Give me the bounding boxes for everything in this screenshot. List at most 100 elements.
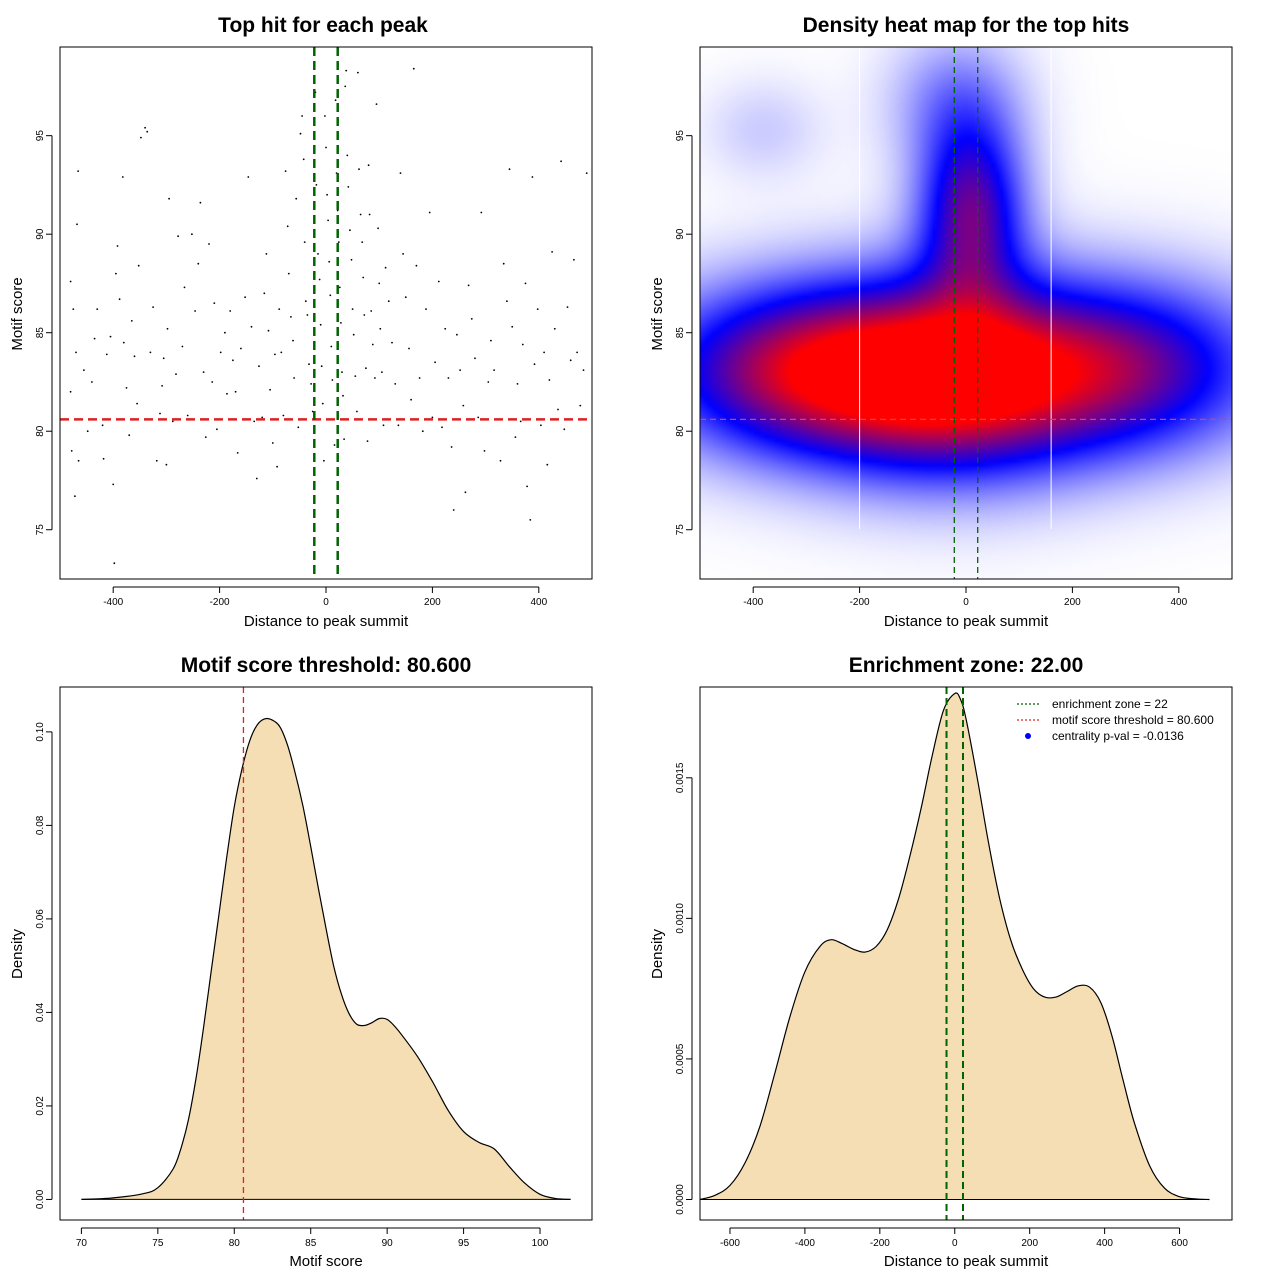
- data-point: [418, 377, 421, 379]
- data-point: [337, 241, 340, 244]
- data-point: [462, 404, 465, 407]
- data-point: [113, 562, 116, 565]
- data-point: [382, 424, 385, 427]
- data-point: [293, 377, 295, 379]
- data-point: [324, 115, 326, 117]
- data-point: [91, 381, 93, 383]
- data-point: [521, 343, 524, 346]
- data-point: [302, 158, 305, 161]
- motif-score-density-panel: Motif score threshold: 80.600 Motif scor…: [9, 654, 593, 1270]
- data-point: [255, 477, 258, 480]
- data-point: [137, 264, 140, 267]
- data-point: [240, 347, 242, 350]
- x-tick-label: -400: [795, 1238, 815, 1249]
- data-point: [367, 164, 370, 167]
- x-tick-label: -200: [210, 597, 230, 608]
- data-point: [431, 416, 434, 419]
- data-point: [244, 296, 247, 299]
- x-tick-label: -200: [850, 597, 870, 608]
- data-point: [186, 414, 189, 417]
- data-point: [365, 367, 367, 370]
- x-tick-label: 100: [532, 1238, 549, 1249]
- data-point: [128, 434, 131, 437]
- data-point: [102, 457, 105, 460]
- data-point: [202, 371, 205, 373]
- y-axis: 75 80 85 90 95: [675, 130, 693, 535]
- data-point: [329, 294, 332, 297]
- data-point: [101, 424, 104, 427]
- data-point: [325, 146, 327, 149]
- x-axis: -600 -400 -200 0 200 400 600: [720, 1227, 1188, 1249]
- y-tick-label: 0.10: [35, 722, 46, 742]
- data-point: [516, 383, 519, 385]
- data-point: [327, 219, 329, 222]
- y-axis-label: Density: [9, 928, 26, 979]
- data-point: [278, 308, 281, 310]
- data-point: [363, 314, 366, 316]
- heatmap-panel: Density heat map for the top hits Distan…: [649, 14, 1233, 630]
- x-tick-label: -400: [103, 597, 123, 608]
- data-point: [529, 519, 532, 521]
- data-point: [387, 300, 390, 303]
- data-point: [213, 302, 216, 304]
- legend-entry: motif score threshold = 80.600: [1052, 713, 1214, 727]
- data-point: [566, 306, 569, 308]
- x-axis-label: Motif score: [289, 1253, 362, 1270]
- data-point: [350, 258, 353, 261]
- data-point: [287, 272, 290, 275]
- data-point: [290, 316, 292, 318]
- data-point: [303, 241, 306, 244]
- data-point: [381, 371, 383, 373]
- data-point: [70, 450, 73, 452]
- data-point: [415, 264, 418, 267]
- data-point: [130, 320, 133, 322]
- data-point: [318, 278, 321, 281]
- chart-title: Top hit for each peak: [218, 14, 428, 37]
- data-point: [232, 359, 234, 362]
- data-point: [181, 345, 184, 348]
- data-point: [253, 420, 256, 423]
- y-tick-label: 0.04: [35, 1002, 46, 1022]
- data-point: [116, 245, 119, 247]
- data-point: [115, 272, 117, 275]
- data-point: [551, 251, 553, 253]
- data-point: [112, 483, 115, 486]
- data-point: [263, 292, 266, 295]
- y-axis: 0.0000 0.0005 0.0010 0.0015: [675, 762, 693, 1215]
- plot-frame: [699, 686, 1233, 1221]
- data-point: [77, 170, 79, 173]
- data-point: [346, 154, 349, 157]
- data-point: [75, 351, 77, 354]
- data-point: [412, 67, 415, 70]
- y-tick-label: 0.08: [35, 815, 46, 835]
- data-point: [467, 284, 470, 287]
- data-point: [284, 170, 287, 173]
- data-point: [474, 357, 476, 360]
- legend-point: [1025, 733, 1031, 739]
- data-point: [236, 452, 239, 454]
- data-point: [69, 280, 72, 283]
- y-axis-label: Density: [649, 928, 666, 979]
- data-point: [333, 444, 336, 446]
- data-point: [536, 308, 539, 310]
- plot-frame: [59, 46, 593, 580]
- data-point: [308, 363, 310, 366]
- x-tick-label: 200: [1021, 1238, 1038, 1249]
- data-point: [199, 201, 202, 204]
- data-point: [276, 465, 278, 468]
- data-point: [450, 446, 453, 448]
- density-curve: [699, 692, 1210, 1201]
- data-point: [342, 394, 344, 397]
- data-point: [166, 327, 169, 330]
- data-point: [265, 253, 268, 255]
- data-point: [229, 310, 232, 312]
- data-point: [295, 197, 298, 200]
- data-point: [464, 491, 467, 494]
- data-point: [582, 369, 585, 371]
- data-point: [161, 385, 164, 387]
- data-point: [146, 130, 149, 133]
- x-tick-label: -400: [743, 597, 763, 608]
- data-point: [105, 353, 108, 356]
- data-point: [304, 300, 307, 303]
- y-tick-label: 80: [675, 425, 686, 437]
